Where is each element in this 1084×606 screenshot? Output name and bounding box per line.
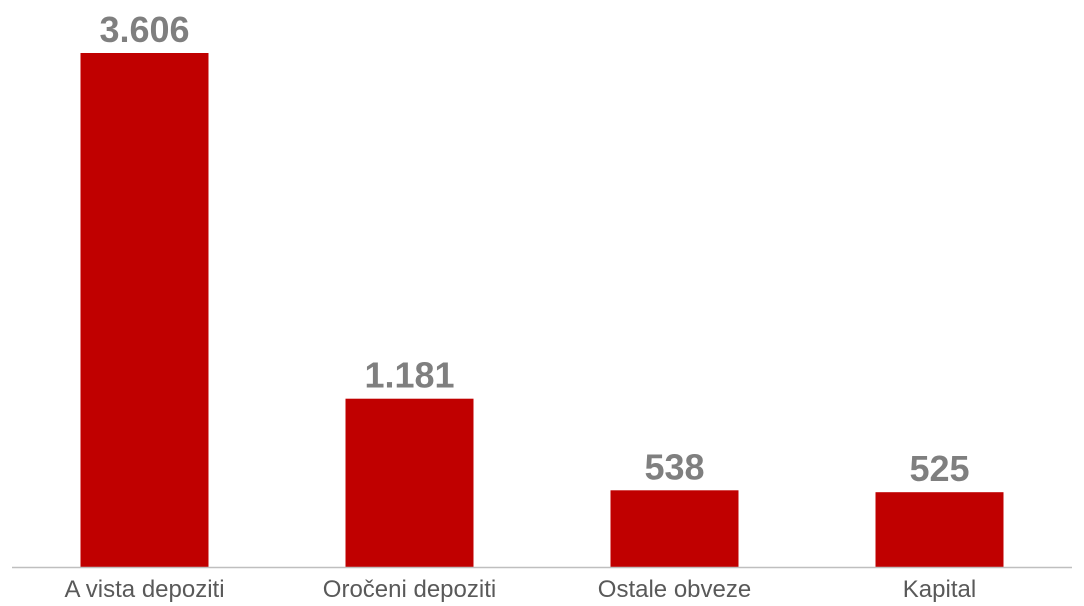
data-label-kapital: 525 bbox=[909, 448, 969, 489]
data-label-a-vista-depoziti: 3.606 bbox=[99, 9, 189, 50]
bar-oro-eni-depoziti bbox=[345, 398, 474, 567]
bar-a-vista-depoziti bbox=[80, 53, 209, 567]
data-label-ostale-obveze: 538 bbox=[644, 446, 704, 487]
category-label-a-vista-depoziti: A vista depoziti bbox=[64, 576, 224, 603]
bars-group bbox=[80, 53, 1004, 567]
value-labels-group: 3.606 1.181 538 525 bbox=[99, 9, 969, 489]
category-labels-group: A vista depoziti Oročeni depoziti Ostale o… bbox=[64, 576, 976, 603]
bar-kapital bbox=[875, 492, 1004, 567]
category-label-kapital: Kapital bbox=[903, 576, 976, 603]
bar-ostale-obveze bbox=[610, 490, 739, 567]
category-label-ostale-obveze: Ostale obveze bbox=[598, 576, 751, 603]
data-label-oro-eni-depoziti: 1.181 bbox=[364, 355, 454, 396]
category-label-oro-eni-depoziti: Oročeni depoziti bbox=[323, 576, 496, 603]
